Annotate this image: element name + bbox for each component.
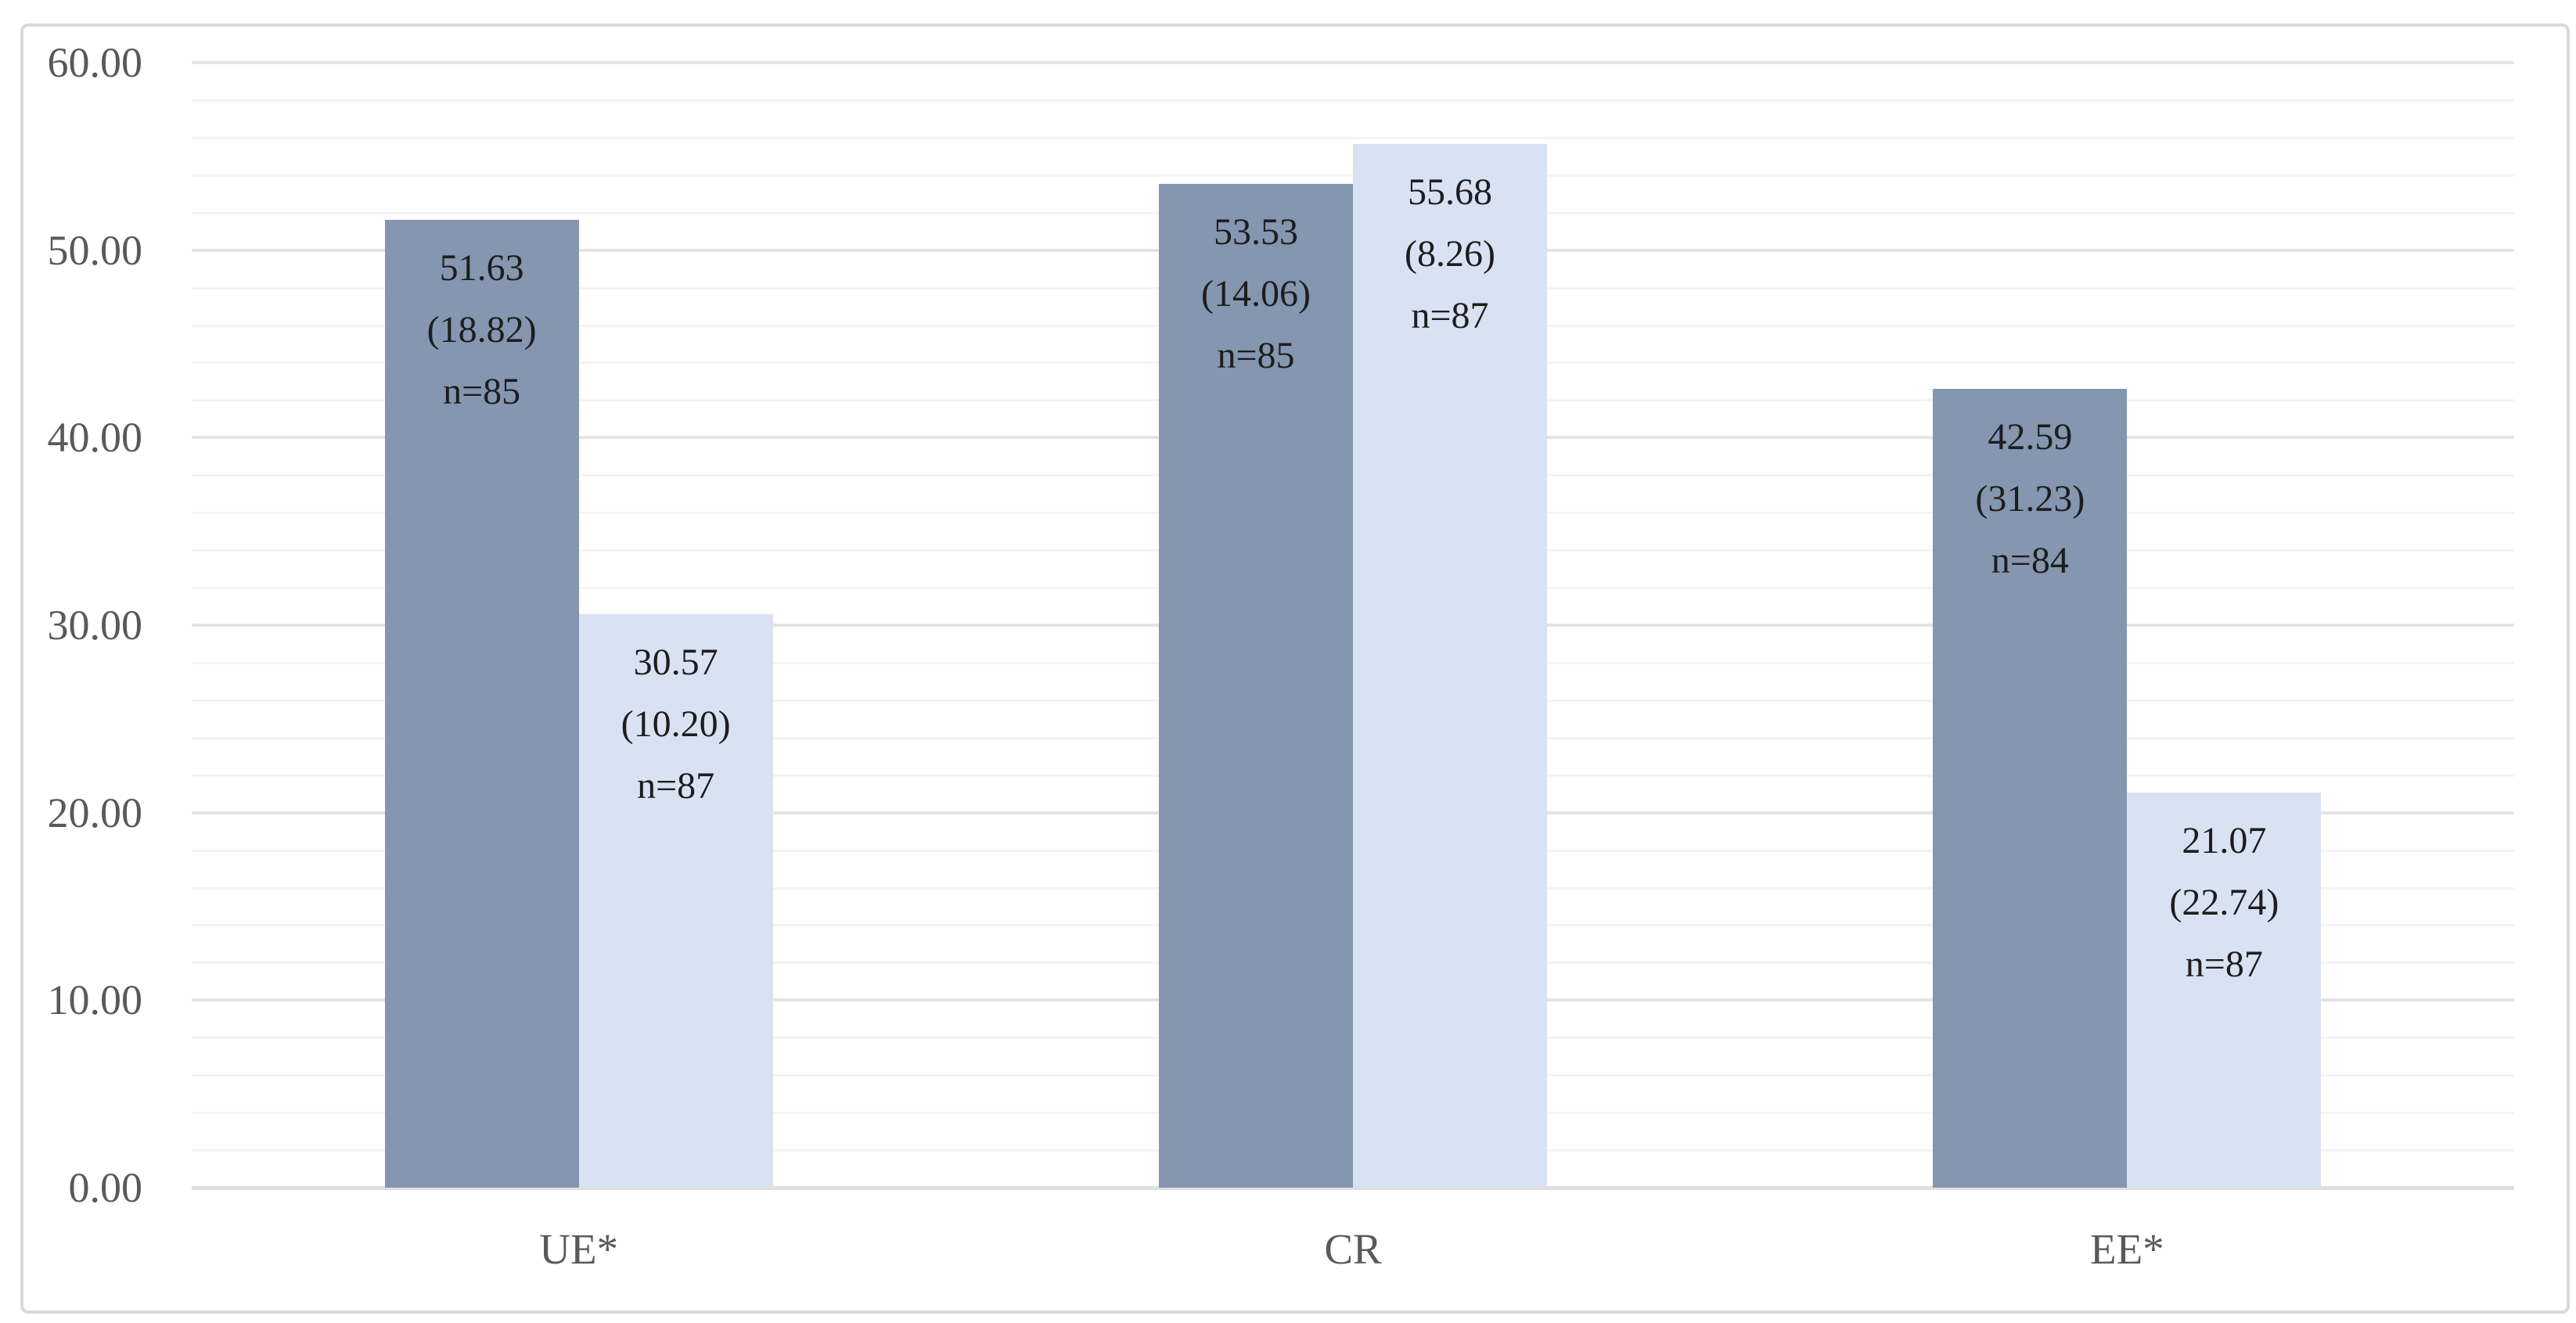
y-axis-tick-label: 0.00 <box>68 1164 143 1211</box>
y-axis-tick-label: 30.00 <box>47 602 143 649</box>
x-axis-category-label: UE* <box>539 1225 619 1273</box>
bar-data-label-line: 30.57 <box>633 642 718 684</box>
y-axis-tick-label: 20.00 <box>47 789 143 836</box>
gridline-baseline <box>192 1186 2514 1190</box>
bar-data-label: 21.07 (22.74) n=87 <box>2127 810 2321 995</box>
y-axis-tick-label: 50.00 <box>47 226 143 274</box>
x-axis-category-label: CR <box>1324 1225 1382 1273</box>
gridline-minor <box>192 136 2514 139</box>
bar-data-label-line: n=87 <box>1411 294 1489 336</box>
bar-data-label: 30.57 (10.20) n=87 <box>579 631 773 817</box>
bar-data-label-line: n=85 <box>1217 335 1295 377</box>
bar-dark-blue-series-ee: 42.59 (31.23) n=84 <box>1933 389 2128 1188</box>
bar-light-blue-series-cr: 55.68 (8.26) n=87 <box>1353 143 1547 1188</box>
y-axis-tick-label: 10.00 <box>47 976 143 1024</box>
bar-data-label-line: 55.68 <box>1408 171 1492 213</box>
bar-data-label-line: (18.82) <box>426 308 537 351</box>
bar-data-label-line: 51.63 <box>439 246 524 289</box>
bar-data-label: 51.63 (18.82) n=85 <box>385 237 579 422</box>
bar-data-label: 53.53 (14.06) n=85 <box>1159 201 1353 386</box>
bar-dark-blue-series-cr: 53.53 (14.06) n=85 <box>1159 184 1353 1188</box>
bar-light-blue-series-ue: 30.57 (10.20) n=87 <box>578 614 773 1188</box>
bar-data-label-line: (10.20) <box>621 703 731 746</box>
bar-data-label-line: n=84 <box>1991 540 2069 582</box>
bar-data-label-line: n=85 <box>443 370 521 412</box>
bar-dark-blue-series-ue: 51.63 (18.82) n=85 <box>384 219 579 1188</box>
bar-data-label: 42.59 (31.23) n=84 <box>1933 406 2127 591</box>
bar-data-label-line: (31.23) <box>1975 478 2085 520</box>
bar-data-label-line: (14.06) <box>1201 273 1311 315</box>
bar-data-label: 55.68 (8.26) n=87 <box>1353 161 1547 347</box>
y-axis-tick-label: 60.00 <box>47 39 143 87</box>
bar-data-label-line: 53.53 <box>1214 211 1298 253</box>
bar-light-blue-series-ee: 21.07 (22.74) n=87 <box>2127 793 2322 1188</box>
bar-data-label-line: (8.26) <box>1405 232 1495 275</box>
bar-data-label-line: 42.59 <box>1988 416 2073 458</box>
bar-data-label-line: (22.74) <box>2169 882 2279 924</box>
x-axis-category-label: EE* <box>2089 1225 2164 1273</box>
gridline-major <box>192 61 2514 65</box>
bar-data-label-line: 21.07 <box>2182 820 2267 862</box>
y-axis-tick-label: 40.00 <box>47 414 143 462</box>
bar-data-label-line: n=87 <box>2185 944 2263 986</box>
gridline-minor <box>192 99 2514 102</box>
bar-data-label-line: n=87 <box>637 765 715 807</box>
